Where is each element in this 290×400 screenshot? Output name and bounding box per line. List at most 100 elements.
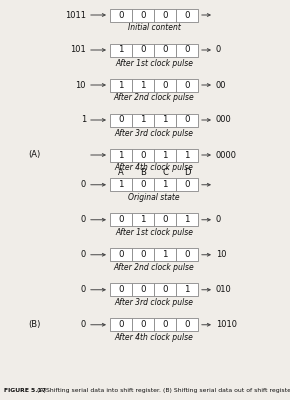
Text: 0: 0 <box>140 250 146 259</box>
Bar <box>110 318 132 331</box>
Text: Original state: Original state <box>128 193 180 202</box>
Bar <box>110 213 132 226</box>
Bar <box>132 78 154 92</box>
Bar <box>132 283 154 296</box>
Text: After 1st clock pulse: After 1st clock pulse <box>115 228 193 237</box>
Text: 101: 101 <box>70 46 86 54</box>
Bar <box>176 248 198 261</box>
Bar <box>132 44 154 56</box>
Text: 1: 1 <box>118 46 124 54</box>
Text: 1: 1 <box>184 215 190 224</box>
Text: 0: 0 <box>81 320 86 329</box>
Text: 1: 1 <box>118 80 124 90</box>
Text: 0: 0 <box>140 10 146 20</box>
Text: 1: 1 <box>81 116 86 124</box>
Bar <box>154 114 176 126</box>
Text: 1: 1 <box>140 215 146 224</box>
Text: 0: 0 <box>81 180 86 189</box>
Text: 0: 0 <box>118 320 124 329</box>
Bar <box>132 248 154 261</box>
Text: (A): (A) <box>28 150 40 160</box>
Bar <box>154 178 176 191</box>
Text: 00: 00 <box>216 80 226 90</box>
Bar <box>154 283 176 296</box>
Text: After 1st clock pulse: After 1st clock pulse <box>115 58 193 68</box>
Text: 0000: 0000 <box>216 150 237 160</box>
Text: 0: 0 <box>184 116 190 124</box>
Text: (B): (B) <box>28 320 40 329</box>
Bar <box>176 178 198 191</box>
Text: D: D <box>184 168 190 177</box>
Bar <box>110 78 132 92</box>
Text: 1: 1 <box>118 180 124 189</box>
Text: After 2nd clock pulse: After 2nd clock pulse <box>114 263 194 272</box>
Text: After 3rd clock pulse: After 3rd clock pulse <box>115 128 193 138</box>
Bar <box>132 114 154 126</box>
Bar <box>176 78 198 92</box>
Bar <box>176 148 198 162</box>
Text: 0: 0 <box>140 150 146 160</box>
Text: 1: 1 <box>184 150 190 160</box>
Text: C: C <box>162 168 168 177</box>
Text: 1: 1 <box>140 116 146 124</box>
Bar <box>132 213 154 226</box>
Text: 0: 0 <box>184 250 190 259</box>
Text: 010: 010 <box>216 285 232 294</box>
Text: 0: 0 <box>118 116 124 124</box>
Text: 0: 0 <box>81 250 86 259</box>
Text: 0: 0 <box>81 215 86 224</box>
Bar <box>110 178 132 191</box>
Text: 1010: 1010 <box>216 320 237 329</box>
Bar <box>154 148 176 162</box>
Text: 0: 0 <box>140 180 146 189</box>
Text: 0: 0 <box>184 80 190 90</box>
Text: 1011: 1011 <box>65 10 86 20</box>
Text: 0: 0 <box>118 250 124 259</box>
Bar <box>110 248 132 261</box>
Text: 0: 0 <box>216 46 221 54</box>
Text: 0: 0 <box>140 320 146 329</box>
Text: 1: 1 <box>140 80 146 90</box>
Text: 0: 0 <box>118 215 124 224</box>
Bar <box>132 148 154 162</box>
Text: After 4th clock pulse: After 4th clock pulse <box>115 333 193 342</box>
Text: B: B <box>140 168 146 177</box>
Text: 1: 1 <box>162 150 168 160</box>
Text: 1: 1 <box>184 285 190 294</box>
Text: Initial content: Initial content <box>128 24 180 32</box>
Bar <box>154 8 176 22</box>
Bar <box>110 148 132 162</box>
Text: After 4th clock pulse: After 4th clock pulse <box>115 164 193 172</box>
Text: 0: 0 <box>118 285 124 294</box>
Text: 1: 1 <box>118 150 124 160</box>
Text: 0: 0 <box>162 80 168 90</box>
Text: After 2nd clock pulse: After 2nd clock pulse <box>114 94 194 102</box>
Text: FIGURE 5.17: FIGURE 5.17 <box>4 388 46 393</box>
Bar <box>110 8 132 22</box>
Text: 0: 0 <box>184 46 190 54</box>
Bar <box>154 213 176 226</box>
Text: 0: 0 <box>140 285 146 294</box>
Text: 0: 0 <box>184 10 190 20</box>
Bar <box>154 44 176 56</box>
Text: 0: 0 <box>162 215 168 224</box>
Bar <box>154 318 176 331</box>
Text: (A)Shifting serial data into shift register. (B) Shifting serial data out of shi: (A)Shifting serial data into shift regis… <box>31 388 290 393</box>
Bar <box>132 178 154 191</box>
Bar <box>132 318 154 331</box>
Bar <box>154 78 176 92</box>
Text: 1: 1 <box>162 180 168 189</box>
Text: 0: 0 <box>162 46 168 54</box>
Text: 0: 0 <box>184 180 190 189</box>
Text: 0: 0 <box>118 10 124 20</box>
Bar <box>176 44 198 56</box>
Bar <box>110 114 132 126</box>
Text: 0: 0 <box>81 285 86 294</box>
Text: 1: 1 <box>162 250 168 259</box>
Bar <box>154 248 176 261</box>
Text: A: A <box>118 168 124 177</box>
Text: 10: 10 <box>216 250 226 259</box>
Text: 0: 0 <box>162 320 168 329</box>
Text: 0: 0 <box>162 285 168 294</box>
Text: 10: 10 <box>75 80 86 90</box>
